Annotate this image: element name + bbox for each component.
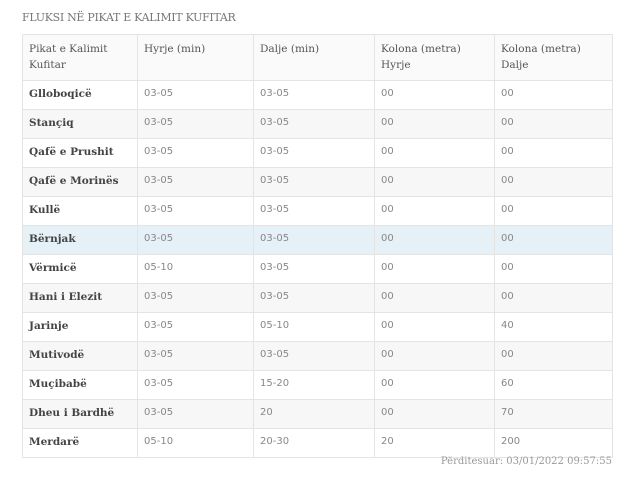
table-cell: 03-05 [137,370,254,400]
table-row: Qafë e Morinës 03-05 03-05 00 00 [22,167,613,197]
crossing-point-name: Bërnjak [22,225,138,255]
table-cell: 03-05 [253,138,375,168]
crossing-point-name: Hani i Elezit [22,283,138,313]
table-row: Glloboqicë 03-05 03-05 00 00 [22,80,613,110]
border-flux-table: Pikat e Kalimit Kufitar Hyrje (min) Dalj… [22,34,613,458]
table-cell: 200 [494,428,613,458]
table-row: Jarinje 03-05 05-10 00 40 [22,312,613,342]
table-cell: 20 [374,428,495,458]
table-row: Qafë e Prushit 03-05 03-05 00 00 [22,138,613,168]
crossing-point-name: Jarinje [22,312,138,342]
crossing-point-name: Dheu i Bardhë [22,399,138,429]
table-cell: 03-05 [137,312,254,342]
crossing-point-name: Merdarë [22,428,138,458]
table-cell: 03-05 [253,283,375,313]
table-cell: 00 [494,283,613,313]
table-cell: 00 [374,370,495,400]
section-title: FLUKSI NË PIKAT E KALIMIT KUFITAR [22,11,236,24]
table-cell: 00 [374,341,495,371]
column-header: Hyrje (min) [137,34,254,81]
table-cell: 03-05 [253,109,375,139]
table-row: Hani i Elezit 03-05 03-05 00 00 [22,283,613,313]
table-row: Dheu i Bardhë 03-05 20 00 70 [22,399,613,429]
table-cell: 05-10 [253,312,375,342]
table-header: Pikat e Kalimit Kufitar Hyrje (min) Dalj… [22,34,613,81]
table-cell: 20 [253,399,375,429]
table-cell: 03-05 [137,167,254,197]
table-cell: 15-20 [253,370,375,400]
table-cell: 03-05 [253,196,375,226]
table-row: Mutivodë 03-05 03-05 00 00 [22,341,613,371]
table-cell: 00 [494,254,613,284]
table-cell: 05-10 [137,254,254,284]
crossing-point-name: Stançiq [22,109,138,139]
table-cell: 00 [494,109,613,139]
column-header: Pikat e Kalimit Kufitar [22,34,138,81]
table-cell: 03-05 [137,341,254,371]
table-row: Bërnjak 03-05 03-05 00 00 [22,225,613,255]
table-row: Stançiq 03-05 03-05 00 00 [22,109,613,139]
table-cell: 00 [374,196,495,226]
table-cell: 03-05 [137,283,254,313]
table-cell: 00 [494,138,613,168]
table-cell: 05-10 [137,428,254,458]
table-cell: 00 [494,167,613,197]
table-cell: 00 [494,196,613,226]
table-cell: 03-05 [137,225,254,255]
table-cell: 00 [374,138,495,168]
table-cell: 03-05 [253,341,375,371]
table-cell: 00 [494,225,613,255]
table-cell: 00 [374,80,495,110]
table-cell: 03-05 [137,138,254,168]
table-cell: 00 [374,399,495,429]
column-header: Dalje (min) [253,34,375,81]
table-cell: 40 [494,312,613,342]
table-cell: 03-05 [253,254,375,284]
crossing-point-name: Kullë [22,196,138,226]
crossing-point-name: Muçibabë [22,370,138,400]
table-row: Merdarë 05-10 20-30 20 200 [22,428,613,458]
column-header: Kolona (metra) Dalje [494,34,613,81]
table-cell: 00 [374,109,495,139]
table-cell: 03-05 [253,167,375,197]
table-cell: 03-05 [137,399,254,429]
table-cell: 00 [374,225,495,255]
table-cell: 00 [494,80,613,110]
column-header: Kolona (metra) Hyrje [374,34,495,81]
crossing-point-name: Qafë e Morinës [22,167,138,197]
table-cell: 00 [374,283,495,313]
crossing-point-name: Vërmicë [22,254,138,284]
table-cell: 00 [374,312,495,342]
table-row: Vërmicë 05-10 03-05 00 00 [22,254,613,284]
table-cell: 60 [494,370,613,400]
table-cell: 03-05 [253,80,375,110]
table-row: Muçibabë 03-05 15-20 00 60 [22,370,613,400]
table-cell: 20-30 [253,428,375,458]
table-cell: 03-05 [137,80,254,110]
table-cell: 00 [374,167,495,197]
table-cell: 00 [374,254,495,284]
last-updated: Përditesuar: 03/01/2022 09:57:55 [440,456,612,467]
table-cell: 03-05 [137,196,254,226]
crossing-point-name: Mutivodë [22,341,138,371]
table-row: Kullë 03-05 03-05 00 00 [22,196,613,226]
crossing-point-name: Glloboqicë [22,80,138,110]
crossing-point-name: Qafë e Prushit [22,138,138,168]
table-cell: 70 [494,399,613,429]
table-cell: 03-05 [253,225,375,255]
table-cell: 03-05 [137,109,254,139]
table-cell: 00 [494,341,613,371]
